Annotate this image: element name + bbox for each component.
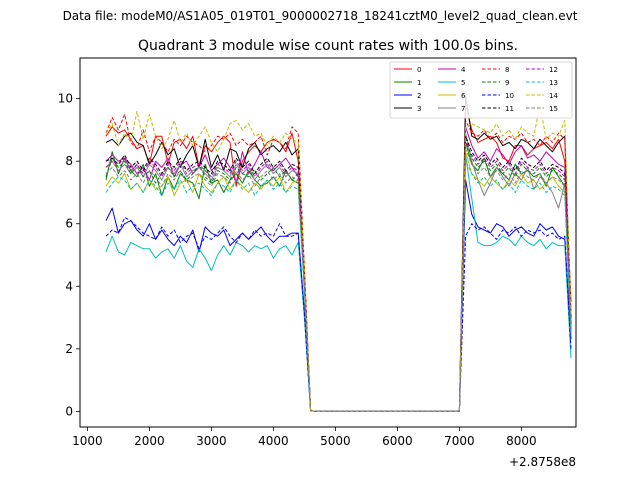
legend-label-0: 0 [417,66,421,74]
series-line-1 [105,141,572,412]
y-tick-label: 8 [65,154,73,168]
x-tick-label: 3000 [196,434,227,448]
axes-frame [79,57,577,428]
series-line-4 [105,126,572,412]
x-tick-label: 1000 [72,434,103,448]
y-tick-label: 6 [65,217,73,231]
x-axis-offset-label: +2.8758e8 [509,455,576,469]
x-tick-label: 4000 [258,434,289,448]
y-tick-label: 0 [65,404,73,418]
x-axis: 1000 2000 3000 4000 5000 6000 7000 8000 [72,427,537,448]
x-tick-label: 5000 [320,434,351,448]
legend-label-13: 13 [549,79,558,87]
legend-label-8: 8 [505,66,509,74]
y-tick-label: 10 [58,92,73,106]
series-line-11 [105,135,572,412]
y-tick-label: 2 [65,342,73,356]
series-line-9 [105,138,572,412]
series-layer [105,95,572,412]
legend-label-15: 15 [549,105,558,113]
legend-label-1: 1 [417,79,421,87]
series-line-13 [105,160,572,412]
x-tick-label: 6000 [382,434,413,448]
legend-label-3: 3 [417,105,421,113]
legend-box [389,61,573,119]
x-tick-label: 2000 [134,434,165,448]
y-tick-label: 4 [65,279,73,293]
series-line-12 [105,141,572,412]
series-line-8 [105,113,572,412]
legend-label-9: 9 [505,79,509,87]
series-line-0 [105,104,572,412]
legend-label-5: 5 [461,79,465,87]
x-tick-label: 8000 [506,434,537,448]
legend-label-11: 11 [505,105,514,113]
series-line-6 [105,151,572,412]
legend-label-4: 4 [461,66,466,74]
series-line-15 [105,148,572,412]
legend-label-6: 6 [461,92,466,100]
legend-label-12: 12 [549,66,558,74]
legend-label-7: 7 [461,105,465,113]
x-tick-label: 7000 [444,434,475,448]
legend-label-14: 14 [549,92,558,100]
legend-label-2: 2 [417,92,421,100]
series-line-10 [105,217,572,412]
series-line-2 [105,179,572,412]
chart-title: Quadrant 3 module wise count rates with … [138,38,518,54]
plot-area [79,57,577,428]
figure-suptitle: Data file: modeM0/AS1A05_019T01_90000027… [63,9,578,23]
series-line-3 [105,95,572,412]
legend-label-10: 10 [505,92,514,100]
series-line-14 [105,104,572,412]
y-axis: 0 2 4 6 8 10 [58,92,80,418]
